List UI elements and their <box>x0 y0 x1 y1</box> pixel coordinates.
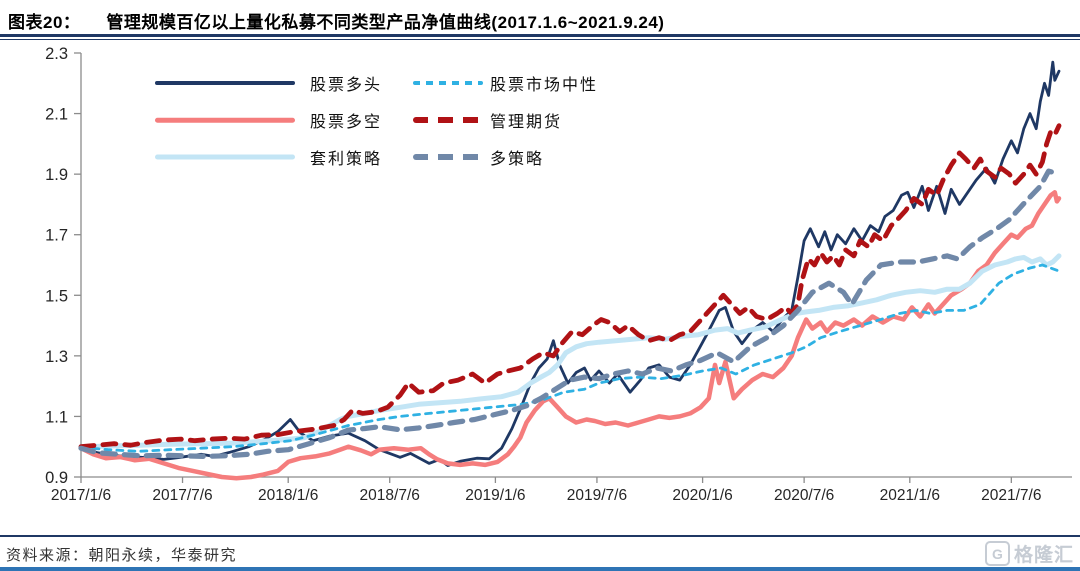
y-axis-label: 1.5 <box>45 287 68 305</box>
series-股票市场中性 <box>79 263 1061 453</box>
y-axis-label: 2.1 <box>45 106 68 124</box>
gelonghui-logo-icon: G <box>984 541 1010 566</box>
y-axis-label: 1.9 <box>45 166 68 184</box>
series-管理期货 <box>78 123 1062 450</box>
y-axis-label: 2.3 <box>45 45 68 63</box>
x-axis-label: 2021/1/6 <box>880 487 940 504</box>
gelonghui-logo: G 格隆汇 <box>984 540 1074 567</box>
x-axis-label: 2018/1/6 <box>258 487 318 504</box>
series-股票多空 <box>78 190 1062 481</box>
figure-title: 管理规模百亿以上量化私募不同类型产品净值曲线(2017.1.6~2021.9.2… <box>106 13 665 32</box>
figure-title-row: 图表20： 管理规模百亿以上量化私募不同类型产品净值曲线(2017.1.6~202… <box>8 8 664 33</box>
figure-number: 图表20： <box>8 13 81 32</box>
title-rule-thin <box>0 39 1080 40</box>
x-axis-label: 2017/1/6 <box>51 487 111 504</box>
x-axis-label: 2017/7/6 <box>152 487 212 504</box>
footer-rule <box>0 535 1080 537</box>
x-axis-label: 2020/7/6 <box>774 487 834 504</box>
axis-lines <box>80 53 1072 478</box>
x-axis-label: 2020/1/6 <box>672 487 732 504</box>
y-axis-label: 1.3 <box>45 348 68 366</box>
x-axis-label: 2019/7/6 <box>567 487 627 504</box>
source-text: 资料来源：朝阳永续，华泰研究 <box>6 548 238 564</box>
y-axis-label: 1.1 <box>45 408 68 426</box>
series-多策略 <box>78 168 1062 459</box>
bottom-accent-strip <box>0 567 1080 571</box>
title-rule-thick <box>0 34 1080 37</box>
x-axis-label: 2021/7/6 <box>981 487 1041 504</box>
x-axis-label: 2019/1/6 <box>465 487 525 504</box>
gelonghui-logo-text: 格隆汇 <box>1013 545 1074 566</box>
x-axis-label: 2018/7/6 <box>360 487 420 504</box>
y-axis-label: 0.9 <box>45 469 68 487</box>
y-axis-label: 1.7 <box>45 227 68 245</box>
series-股票多头 <box>79 60 1061 467</box>
